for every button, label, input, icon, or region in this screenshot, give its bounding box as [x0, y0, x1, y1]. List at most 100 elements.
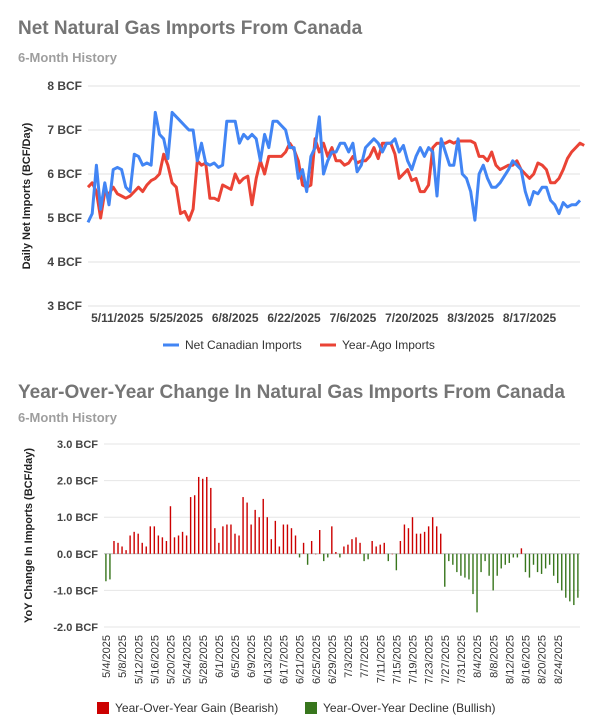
bar — [440, 533, 442, 554]
x-tick-label: 6/13/2025 — [262, 635, 274, 684]
bar — [391, 553, 394, 555]
bar — [193, 495, 196, 554]
bar — [254, 509, 256, 554]
bar — [472, 553, 474, 595]
bar — [331, 526, 333, 554]
bar — [500, 553, 502, 569]
bar — [310, 540, 313, 554]
bar — [577, 553, 579, 598]
bar — [222, 526, 224, 554]
bar — [355, 537, 357, 554]
yoy-bar-chart: -2.0 BCF -1.0 BCF 0.0 BCF 1.0 BCF 2.0 BCF 3.0… — [23, 439, 580, 715]
legend-label: Year-Ago Imports — [342, 338, 435, 352]
bar — [173, 537, 176, 554]
x-tick-label: 5/16/2025 — [149, 635, 161, 684]
bar — [540, 553, 543, 574]
bar — [319, 530, 321, 554]
bar — [117, 542, 119, 554]
legend-swatch — [305, 702, 317, 714]
bar — [504, 553, 506, 565]
bar — [468, 553, 470, 580]
y-tick-label: 7 BCF — [47, 123, 82, 137]
bar — [327, 553, 329, 558]
y-tick-label: 4 BCF — [47, 255, 82, 269]
x-tick-label: 6/9/2025 — [246, 635, 258, 678]
y-tick-label: -2.0 BCF — [53, 622, 98, 634]
bar — [403, 524, 406, 554]
bar — [528, 553, 531, 578]
bar — [157, 535, 160, 554]
x-tick-label: 8/20/2025 — [537, 635, 549, 684]
x-tick-label: 8/4/2025 — [472, 635, 484, 678]
y-tick-label: 3.0 BCF — [57, 439, 98, 451]
y-tick-label: 0.0 BCF — [57, 549, 98, 561]
bar — [323, 553, 325, 562]
bar — [532, 553, 535, 565]
bar — [557, 553, 559, 584]
bar — [206, 476, 208, 554]
bar — [234, 533, 236, 554]
bar — [189, 497, 192, 554]
x-tick-label: 7/31/2025 — [456, 635, 468, 684]
bar — [411, 517, 414, 554]
bar — [343, 546, 345, 554]
bar — [306, 553, 309, 565]
bar — [552, 553, 555, 576]
bar — [435, 526, 438, 554]
bar — [456, 553, 458, 573]
x-tick-label: 8/17/2025 — [503, 311, 557, 325]
x-tick-label: 8/8/2025 — [488, 635, 500, 678]
chart2-subtitle: 6-Month History — [18, 410, 117, 425]
bar — [137, 533, 139, 554]
y-tick-label: 3 BCF — [47, 299, 82, 313]
y-axis-label: Daily Net Imports (BCF/Day) — [21, 122, 33, 269]
bar — [202, 478, 204, 554]
bar — [524, 553, 527, 573]
bar — [448, 553, 450, 562]
bar — [258, 517, 260, 554]
bar — [460, 553, 462, 576]
bar — [238, 535, 240, 554]
x-tick-label: 5/12/2025 — [133, 635, 145, 684]
bar — [314, 553, 317, 555]
bar — [419, 533, 422, 554]
y-tick-label: 6 BCF — [47, 167, 82, 181]
bar — [544, 553, 547, 569]
bar — [125, 550, 127, 554]
x-tick-label: 5/11/2025 — [91, 311, 144, 325]
bar — [246, 502, 248, 554]
x-tick-label: 7/15/2025 — [392, 635, 404, 684]
legend-swatch — [97, 702, 109, 714]
bar — [145, 546, 147, 554]
x-tick-label: 7/20/2025 — [385, 311, 439, 325]
x-tick-label: 5/20/2025 — [166, 635, 178, 684]
bar — [286, 524, 289, 554]
x-tick-label: 7/19/2025 — [408, 635, 420, 684]
legend-label: Year-Over-Year Decline (Bullish) — [323, 701, 496, 715]
bar — [109, 553, 111, 580]
bar — [536, 553, 539, 573]
y-tick-label: 1.0 BCF — [57, 512, 98, 524]
bar — [302, 542, 305, 554]
legend-label: Net Canadian Imports — [185, 338, 302, 352]
bar — [573, 553, 575, 606]
x-tick-label: 7/3/2025 — [343, 635, 355, 678]
bar — [371, 540, 373, 554]
y-tick-label: 5 BCF — [47, 211, 82, 225]
bar — [335, 551, 337, 554]
bar — [387, 553, 389, 562]
x-tick-label: 7/11/2025 — [375, 635, 387, 683]
bar — [185, 535, 188, 554]
bar — [197, 476, 200, 554]
x-tick-label: 6/1/2025 — [214, 635, 226, 678]
x-tick-label: 6/17/2025 — [279, 635, 291, 684]
x-tick-label: 5/4/2025 — [101, 635, 113, 678]
bar — [274, 520, 277, 554]
x-tick-label: 6/21/2025 — [295, 635, 307, 684]
bar — [569, 553, 571, 602]
bar — [339, 553, 341, 558]
x-tick-label: 6/5/2025 — [230, 635, 242, 678]
bar — [161, 537, 164, 554]
x-tick-label: 8/24/2025 — [553, 635, 565, 684]
bar — [520, 548, 523, 554]
